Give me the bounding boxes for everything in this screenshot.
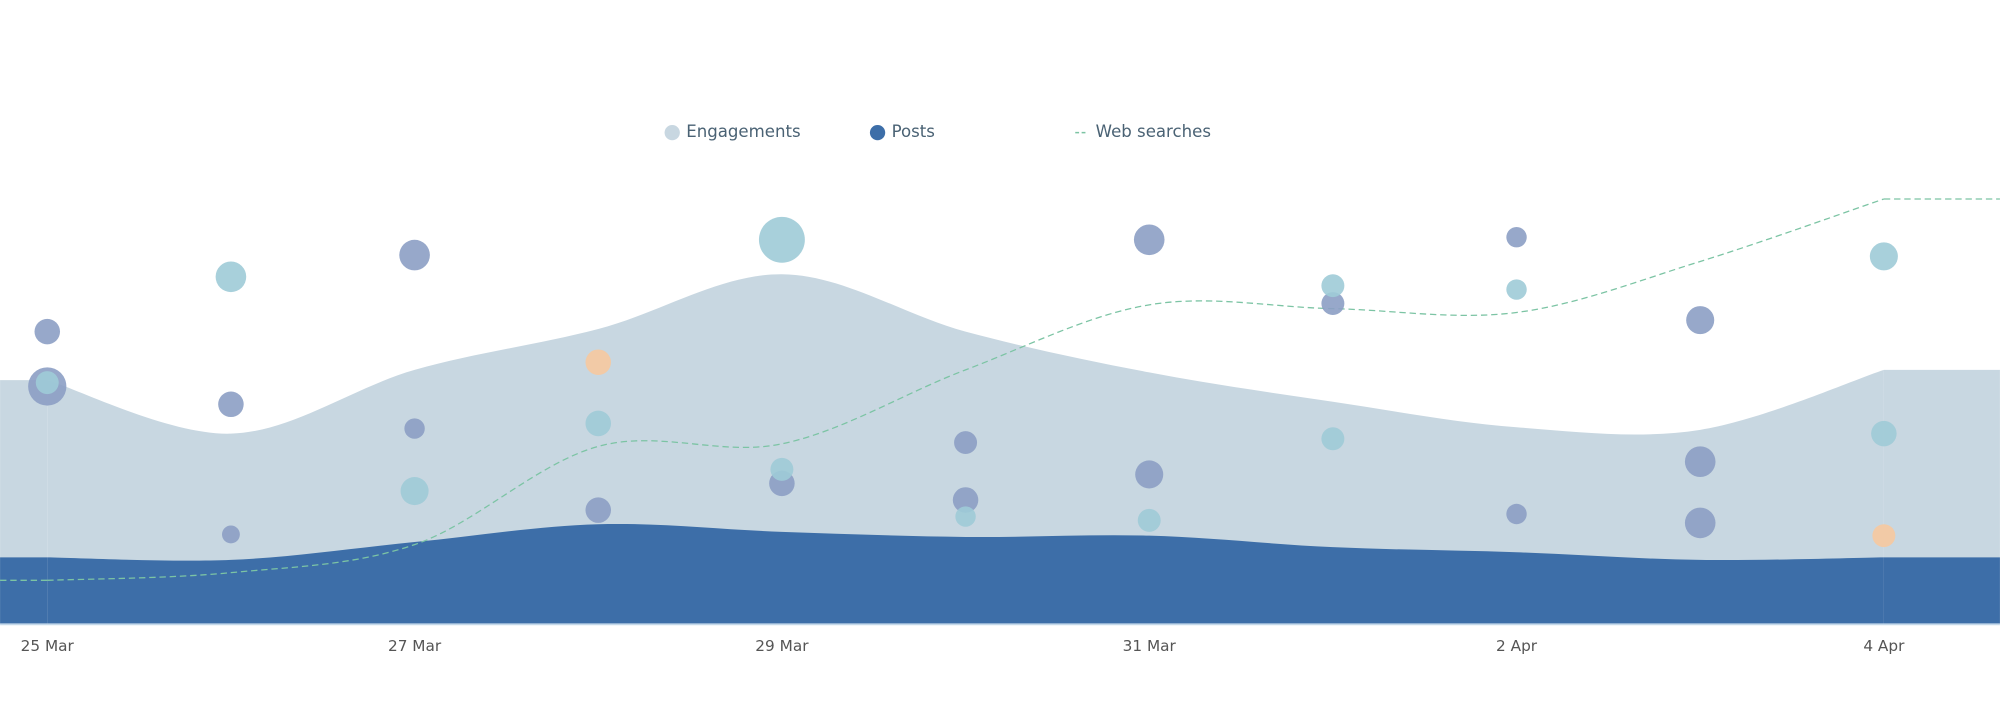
bubble	[1684, 446, 1716, 478]
bubble	[1686, 306, 1715, 335]
bubble	[1684, 507, 1716, 539]
bubble	[1137, 508, 1161, 532]
bubble	[955, 506, 976, 527]
bubble	[1133, 224, 1165, 256]
legend-swatch	[869, 124, 886, 141]
line	[47, 198, 1885, 581]
legend-label[interactable]: Engagements	[686, 122, 800, 141]
bubble	[770, 457, 794, 481]
bubble	[1321, 274, 1345, 298]
bubble	[1871, 420, 1897, 447]
area-edge	[0, 557, 48, 624]
bubble	[1321, 427, 1345, 451]
bubble	[1506, 279, 1527, 300]
bubble	[1321, 292, 1345, 316]
bubble	[1506, 503, 1527, 525]
bubble	[400, 477, 429, 506]
x-tick-label: 4 Apr	[1863, 637, 1905, 655]
bubble	[758, 216, 805, 263]
legend-swatch	[664, 124, 680, 141]
legend-label[interactable]: Web searches	[1096, 122, 1211, 141]
bubble	[35, 371, 59, 395]
x-tick-label: 31 Mar	[1123, 637, 1177, 655]
area	[47, 523, 1884, 624]
x-tick-label: 2 Apr	[1496, 637, 1538, 655]
bubble	[585, 410, 611, 437]
bubble	[1135, 460, 1164, 489]
bubble	[1506, 227, 1527, 248]
bubble	[585, 497, 611, 523]
x-tick-label: 25 Mar	[21, 637, 75, 655]
line-edge	[0, 198, 2000, 581]
bubble	[952, 487, 979, 513]
bubble	[404, 418, 425, 439]
bubble	[218, 391, 244, 418]
bubble	[34, 318, 61, 345]
x-tick-label: 27 Mar	[388, 637, 442, 655]
bubble	[221, 525, 240, 544]
x-tick-label: 29 Mar	[755, 637, 809, 655]
legend-label[interactable]: Posts	[892, 122, 935, 141]
bubble	[215, 261, 247, 293]
area-edge	[1883, 557, 2000, 624]
bubble	[585, 349, 611, 375]
bubble	[954, 431, 978, 455]
bubble	[1869, 242, 1898, 271]
bubble	[399, 239, 430, 271]
bubble	[1872, 524, 1896, 548]
